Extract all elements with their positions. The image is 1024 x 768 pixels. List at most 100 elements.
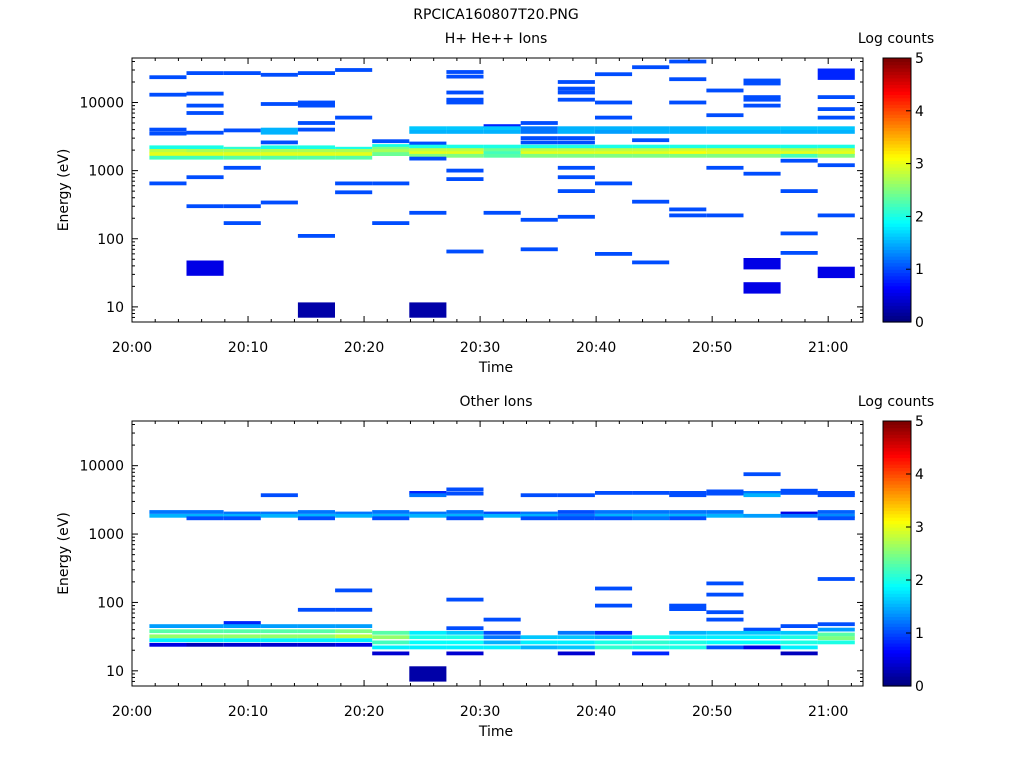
heatmap-cell bbox=[149, 131, 187, 136]
heatmap-cell bbox=[595, 635, 633, 640]
heatmap-cell bbox=[557, 510, 595, 514]
heatmap-cell bbox=[149, 642, 187, 647]
heatmap-cell bbox=[595, 603, 633, 608]
heatmap-cell bbox=[595, 126, 633, 131]
heatmap-cell bbox=[223, 634, 261, 639]
colorbar-swatch bbox=[883, 193, 911, 198]
heatmap-cell bbox=[520, 511, 558, 516]
heatmap-cell bbox=[297, 516, 335, 521]
heatmap-cell bbox=[557, 175, 595, 180]
heatmap-cell bbox=[186, 516, 224, 521]
heatmap-cell bbox=[520, 136, 558, 140]
colorbar: 0 1 2 3 4 5 Log counts bbox=[858, 31, 934, 331]
heatmap-cell bbox=[297, 302, 335, 318]
heatmap-cell bbox=[186, 638, 224, 643]
heatmap-cell bbox=[780, 231, 818, 236]
heatmap-cell bbox=[223, 638, 261, 643]
colorbar-swatch bbox=[883, 467, 911, 472]
heatmap-cell bbox=[297, 155, 335, 160]
heatmap-cell bbox=[743, 95, 781, 99]
colorbar-swatch bbox=[883, 206, 911, 211]
heatmap-cell bbox=[483, 635, 521, 640]
heatmap-cell bbox=[706, 617, 744, 622]
colorbar-tick-label: 3 bbox=[915, 157, 924, 173]
colorbar-swatch bbox=[883, 256, 911, 260]
heatmap-cell bbox=[595, 181, 633, 186]
y-tick-label: 100 bbox=[97, 595, 124, 611]
colorbar-swatch bbox=[883, 580, 911, 584]
colorbar-swatch bbox=[883, 427, 911, 432]
heatmap-cell bbox=[743, 493, 781, 498]
heatmap-cell bbox=[520, 493, 558, 498]
heatmap-cell bbox=[669, 126, 707, 131]
heatmap-cell bbox=[817, 640, 855, 645]
heatmap-cell bbox=[743, 151, 781, 156]
heatmap-cell bbox=[595, 72, 633, 77]
heatmap-cell bbox=[446, 126, 484, 131]
heatmap-cell bbox=[817, 144, 855, 149]
heatmap-cell bbox=[520, 513, 558, 518]
heatmap-cell bbox=[409, 148, 447, 152]
colorbar-swatch bbox=[883, 543, 911, 548]
heatmap-cell bbox=[817, 115, 855, 120]
colorbar-swatch bbox=[883, 242, 911, 247]
colorbar-tick-label: 1 bbox=[915, 262, 924, 278]
colorbar-swatch bbox=[883, 265, 911, 270]
colorbar-swatch bbox=[883, 196, 911, 201]
heatmap-cell bbox=[817, 107, 855, 111]
colorbar-swatch bbox=[883, 110, 911, 115]
heatmap-cell bbox=[372, 146, 410, 151]
colorbar-swatch bbox=[883, 662, 911, 667]
heatmap-cell bbox=[297, 624, 335, 628]
colorbar-swatch bbox=[883, 500, 911, 505]
colorbar: 0 1 2 3 4 5 Log counts bbox=[858, 394, 934, 695]
colorbar-swatch bbox=[883, 563, 911, 568]
heatmap-cell bbox=[669, 603, 707, 608]
colorbar-swatch bbox=[883, 536, 911, 541]
heatmap-cell bbox=[780, 144, 818, 149]
heatmap-cell bbox=[632, 635, 670, 640]
heatmap-cell bbox=[817, 632, 855, 637]
colorbar-tick-label: 0 bbox=[915, 679, 924, 695]
heatmap-cell bbox=[595, 645, 633, 650]
heatmap-cell bbox=[260, 642, 298, 647]
heatmap-cell bbox=[372, 640, 410, 645]
heatmap-cell bbox=[409, 151, 447, 156]
heatmap-cell bbox=[260, 140, 298, 145]
heatmap-cell bbox=[335, 190, 373, 195]
heatmap-cell bbox=[780, 645, 818, 650]
heatmap-cell bbox=[409, 640, 447, 645]
colorbar-swatch bbox=[883, 312, 911, 316]
colorbar-swatch bbox=[883, 246, 911, 250]
colorbar-tick-label: 0 bbox=[915, 315, 924, 331]
heatmap-cell bbox=[520, 247, 558, 252]
heatmap-cell bbox=[149, 75, 187, 80]
heatmap-cell bbox=[706, 630, 744, 635]
colorbar-swatch bbox=[883, 97, 911, 102]
heatmap-cell bbox=[186, 155, 224, 160]
heatmap-cell bbox=[335, 513, 373, 518]
heatmap-cell bbox=[409, 141, 447, 146]
heatmap-cell bbox=[557, 148, 595, 152]
heatmap-cell bbox=[149, 155, 187, 160]
colorbar-swatch bbox=[883, 490, 911, 495]
heatmap-cell bbox=[483, 511, 521, 516]
heatmap-cell bbox=[557, 126, 595, 131]
colorbar-swatch bbox=[883, 282, 911, 287]
heatmap-cell bbox=[669, 144, 707, 149]
x-tick-label: 20:40 bbox=[576, 340, 616, 356]
heatmap-cell bbox=[260, 493, 298, 498]
heatmap-cell bbox=[409, 126, 447, 131]
heatmap-cell bbox=[557, 130, 595, 134]
heatmap-cell bbox=[743, 148, 781, 152]
colorbar-swatch bbox=[883, 437, 911, 442]
colorbar-swatch bbox=[883, 160, 911, 165]
colorbar-swatch bbox=[883, 147, 911, 151]
colorbar-swatch bbox=[883, 64, 911, 69]
heatmap-cell bbox=[780, 130, 818, 134]
colorbar-swatch bbox=[883, 629, 911, 634]
x-tick-label: 20:40 bbox=[576, 704, 616, 720]
x-tick-label: 21:00 bbox=[808, 704, 848, 720]
colorbar-swatch bbox=[883, 474, 911, 478]
heatmap-cell bbox=[446, 168, 484, 173]
